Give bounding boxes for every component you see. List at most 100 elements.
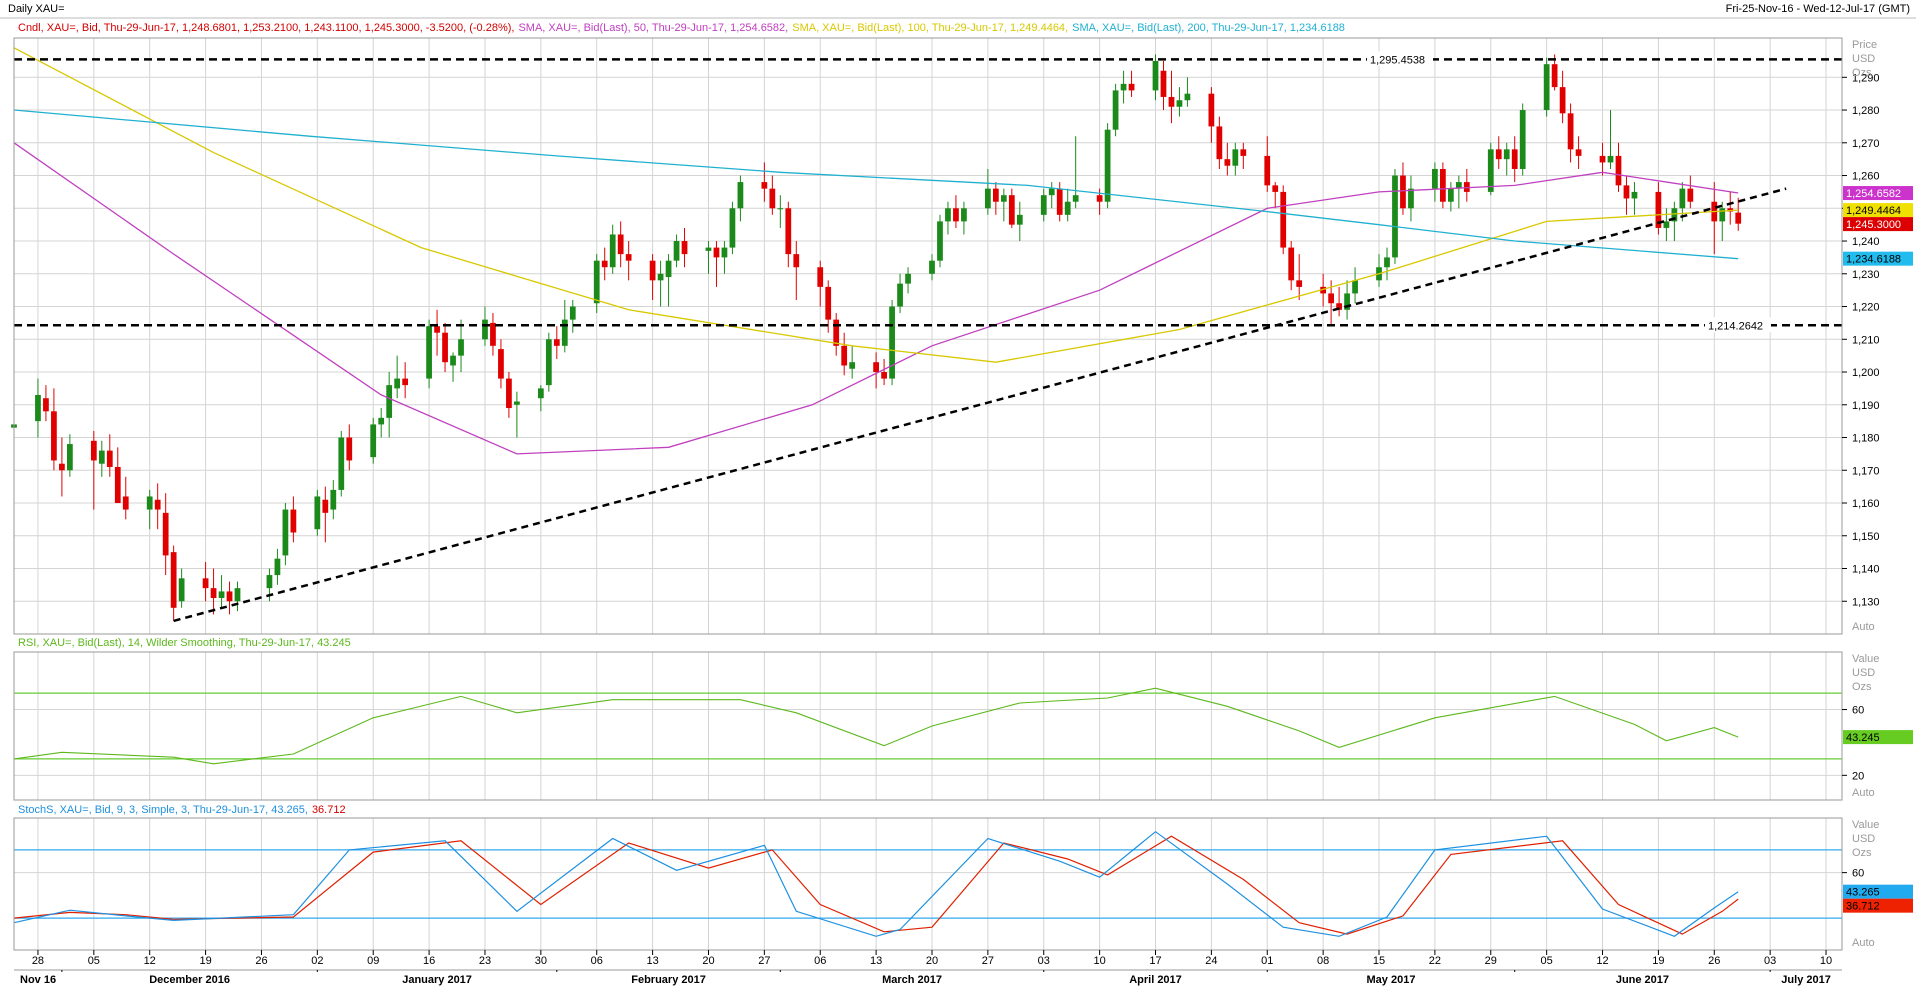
candle-down [1272,185,1279,192]
price-y-tick-label: 1,130 [1852,596,1880,608]
candle-up [146,496,153,510]
rsi-y-tick-label: 20 [1852,770,1864,782]
candle-up [1184,93,1191,101]
candle-up [1455,182,1462,189]
month-label: February 2017 [631,974,706,986]
candle-up [1000,195,1007,202]
candle-up [1631,191,1638,199]
candle-down [992,188,999,202]
stoch-k-legend: StochS, XAU=, Bid, 9, 3, Simple, 3, Thu-… [18,804,308,816]
candle-up [1040,195,1047,215]
candle-up [178,578,185,602]
candle-down [817,267,824,287]
month-label: April 2017 [1129,974,1182,986]
candle-legend: Cndl, XAU=, Bid, Thu-29-Jun-17, 1,248.68… [18,22,515,34]
candle-up [961,208,967,222]
candle-up [1663,221,1670,228]
price-y-tick-label: 1,150 [1852,531,1880,543]
candle-down [498,349,504,379]
stoch-value-tag: 43.265 [1846,887,1880,899]
candle-up [35,394,41,422]
stoch-legend: StochS, XAU=, Bid, 9, 3, Simple, 3, Thu-… [18,804,350,816]
price-value-tag: 1,249.4464 [1846,205,1901,217]
candle-up [1487,149,1494,192]
stoch-value-tag-bg [1843,884,1913,899]
candle-up [266,575,273,589]
candle-down [649,260,656,281]
candle-down [825,286,832,320]
candle-down [106,450,113,467]
candle-down [793,254,800,268]
candle-up [889,306,895,379]
candle-up [737,182,744,209]
candle-down [162,512,169,556]
candle-up [929,260,935,274]
candle-up [1048,188,1055,196]
candle-up [665,260,672,278]
candle-down [226,591,233,602]
candle-up [569,306,576,320]
price-y-tick-label: 1,220 [1852,302,1880,314]
candle-down [1599,155,1606,163]
candle-up [314,496,321,530]
x-tick-label: 05 [1541,955,1553,967]
candle-up [849,362,856,369]
x-tick-label: 24 [1205,955,1217,967]
candle-up [537,388,544,399]
x-tick-label: 03 [1764,955,1776,967]
candle-down [553,339,560,346]
rsi-value-tag: 43.245 [1846,732,1880,744]
candle-down [1280,191,1287,248]
price-legend: Cndl, XAU=, Bid, Thu-29-Jun-17, 1,248.68… [18,22,1349,34]
x-tick-label: 29 [1485,955,1497,967]
candle-up [1408,188,1414,209]
date-range: Fri-25-Nov-16 - Wed-12-Jul-17 (GMT) [1725,3,1910,15]
candle-up [1503,149,1510,160]
rsi-axis-title: USD [1852,667,1875,679]
x-tick-label: 22 [1429,955,1441,967]
candle-up [1679,188,1686,209]
candle-up [1447,188,1454,202]
x-tick-label: 02 [311,955,323,967]
candle-down [1168,96,1175,107]
price-y-tick-label: 1,160 [1852,498,1880,510]
candle-up [378,417,385,425]
price-y-tick-label: 1,190 [1852,400,1880,412]
candle-down [761,182,768,189]
x-tick-label: 10 [1820,955,1832,967]
price-y-tick-label: 1,170 [1852,465,1880,477]
price-y-tick-label: 1,290 [1852,72,1880,84]
candle-up [1072,195,1079,202]
candle-up [1519,110,1526,169]
candle-down [1224,159,1231,166]
candle-up [1719,208,1726,222]
stoch-axis-title: Value [1852,819,1879,831]
sma50-line [13,142,1739,455]
chart-title: Daily XAU= [8,3,65,15]
candle-up [1120,83,1127,91]
price-y-tick-label: 1,270 [1852,138,1880,150]
x-tick-label: 27 [758,955,770,967]
candle-down [1655,191,1662,228]
stoch-d-legend: 36.712 [311,804,346,816]
candle-up [458,339,464,356]
candle-down [346,437,353,461]
candle-up [609,234,616,268]
candle-down [617,234,624,255]
candle-up [1607,155,1614,163]
price-value-tag-bg [1843,251,1913,266]
candle-down [1160,70,1167,97]
x-tick-label: 19 [1652,955,1664,967]
candle-down [1240,149,1247,156]
x-tick-label: 28 [32,955,44,967]
candle-down [1288,247,1295,281]
candle-up [545,339,552,386]
candle-down [1495,149,1502,160]
month-label: March 2017 [882,974,942,986]
panel-frame [13,817,1843,951]
stoch-value-tag-bg [1843,898,1913,913]
candle-up [98,450,105,464]
candle-down [1735,212,1742,224]
candle-down [1320,286,1327,294]
